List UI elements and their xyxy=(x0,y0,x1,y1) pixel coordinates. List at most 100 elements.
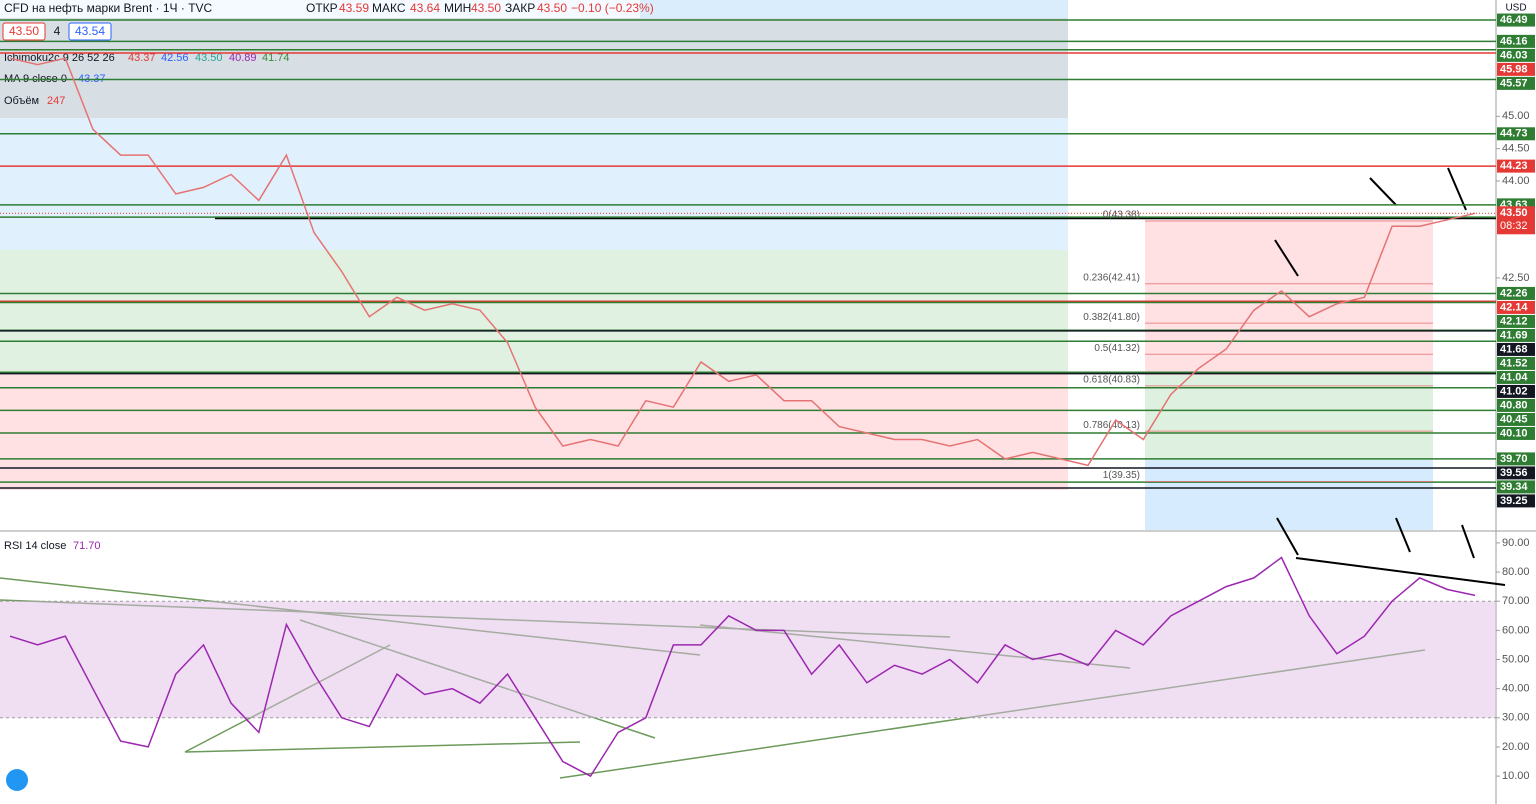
level-label: 44.73 xyxy=(1500,128,1528,140)
indicator-value: 42.56 xyxy=(161,52,189,64)
level-label-bg xyxy=(1497,314,1535,328)
level-label-bg xyxy=(1497,62,1535,76)
indicator-value: 247 xyxy=(47,95,65,107)
ask-box[interactable] xyxy=(68,22,112,41)
y-tick-label: 20.00 xyxy=(1502,741,1530,753)
level-label-bg xyxy=(1497,34,1535,48)
ohlc-value: 43.50 xyxy=(471,1,501,15)
level-label-bg xyxy=(1497,412,1535,426)
level-label: 41.68 xyxy=(1500,343,1528,355)
level-label: 39.70 xyxy=(1500,453,1528,465)
y-tick-label: 80.00 xyxy=(1502,566,1530,578)
fib-label: 0.236(42.41) xyxy=(1083,272,1140,283)
currency: USD xyxy=(1505,3,1526,14)
level-label: 42.14 xyxy=(1500,301,1528,313)
rsi-line xyxy=(184,741,581,753)
ohlc-value: 43.59 xyxy=(339,1,369,15)
current-price: 43.50 xyxy=(1500,207,1528,219)
series-line xyxy=(9,57,1476,467)
level-label: 40.10 xyxy=(1500,427,1528,439)
y-tick-label: 44.00 xyxy=(1502,175,1530,187)
rsi-band xyxy=(0,601,1496,718)
level-label-bg xyxy=(1497,452,1535,466)
indicator-value: 41.74 xyxy=(262,52,290,64)
level-label: 41.04 xyxy=(1500,371,1528,383)
arrow xyxy=(1395,517,1411,553)
level-label-bg xyxy=(1497,13,1535,27)
bid: 43.50 xyxy=(9,24,39,38)
arrows xyxy=(1274,167,1506,586)
indicator-value: 40.89 xyxy=(229,52,257,64)
zone xyxy=(0,118,1068,250)
level-label: 39.34 xyxy=(1500,481,1528,493)
indicator-value: 43.37 xyxy=(128,52,156,64)
arrow xyxy=(1447,167,1467,211)
level-label: 45.98 xyxy=(1500,63,1528,75)
symbol: CFD на нефть марки Brent · 1Ч · TVC xyxy=(4,1,213,15)
ohlc-value: 43.64 xyxy=(410,1,440,15)
level-label-bg xyxy=(1497,398,1535,412)
level-label-bg xyxy=(1497,159,1535,173)
fib-label: 0.618(40.83) xyxy=(1083,375,1140,386)
level-label-bg xyxy=(1497,286,1535,300)
level-label-bg xyxy=(1497,300,1535,314)
y-tick-label: 60.00 xyxy=(1502,624,1530,636)
level-label: 41.02 xyxy=(1500,385,1528,397)
level-label-bg xyxy=(1497,466,1535,480)
level-label-bg xyxy=(1497,426,1535,440)
ohlc-label: ЗАКР xyxy=(505,1,535,15)
rsi-trendline xyxy=(1295,557,1506,586)
logo[interactable] xyxy=(6,769,28,791)
level-label: 45.57 xyxy=(1500,77,1528,89)
arrow xyxy=(1461,524,1475,559)
indicator: Ichimoku2c 9 26 52 26 xyxy=(4,52,115,64)
level-label-bg xyxy=(1497,384,1535,398)
ohlc-value: 43.50 xyxy=(537,1,567,15)
zone xyxy=(1145,460,1433,530)
y-tick-label: 42.50 xyxy=(1502,272,1530,284)
level-label-bg xyxy=(1497,370,1535,384)
ohlc-label: МАКС xyxy=(372,1,406,15)
level-label: 39.56 xyxy=(1500,467,1528,479)
fib-label: 0(43.38) xyxy=(1103,210,1140,221)
arrow xyxy=(1276,517,1299,556)
level-label: 39.25 xyxy=(1500,495,1528,507)
level-label: 42.26 xyxy=(1500,287,1528,299)
y-tick-label: 10.00 xyxy=(1502,770,1530,782)
y-tick-label: 44.50 xyxy=(1502,143,1530,155)
zone xyxy=(0,18,1068,118)
arrow xyxy=(1274,239,1299,277)
y-tick-label: 30.00 xyxy=(1502,712,1530,724)
level-label: 41.52 xyxy=(1500,357,1528,369)
y-tick-label: 40.00 xyxy=(1502,683,1530,695)
bid-box[interactable] xyxy=(2,22,46,41)
rsi-title: RSI 14 close xyxy=(4,540,66,552)
level-label: 44.23 xyxy=(1500,160,1528,172)
level-label-bg xyxy=(1497,480,1535,494)
y-tick-label: 50.00 xyxy=(1502,653,1530,665)
level-label-bg xyxy=(1497,76,1535,90)
fib-label: 0.5(41.32) xyxy=(1094,343,1140,354)
y-tick-label: 90.00 xyxy=(1502,537,1530,549)
level-label-bg xyxy=(1497,127,1535,141)
level-label-bg xyxy=(1497,356,1535,370)
fib-label: 0.786(40.13) xyxy=(1083,420,1140,431)
level-label: 40.45 xyxy=(1500,413,1528,425)
y-tick-label: 70.00 xyxy=(1502,595,1530,607)
level-label: 46.16 xyxy=(1500,35,1528,47)
arrow xyxy=(1369,177,1397,206)
fib-label: 0.382(41.80) xyxy=(1083,312,1140,323)
ask: 43.54 xyxy=(75,24,105,38)
ohlc-label: МИН xyxy=(444,1,471,15)
level-label: 46.03 xyxy=(1500,49,1528,61)
level-label: 40.80 xyxy=(1500,399,1528,411)
fib-label: 1(39.35) xyxy=(1103,470,1140,481)
series-line xyxy=(9,556,1476,778)
level-label: 42.12 xyxy=(1500,315,1528,327)
rsi-value: 71.70 xyxy=(73,540,101,552)
ohlc-label: ОТКР xyxy=(306,1,338,15)
current-label-bg xyxy=(1497,206,1535,235)
level-label-bg xyxy=(1497,342,1535,356)
y-tick-label: 45.00 xyxy=(1502,110,1530,122)
